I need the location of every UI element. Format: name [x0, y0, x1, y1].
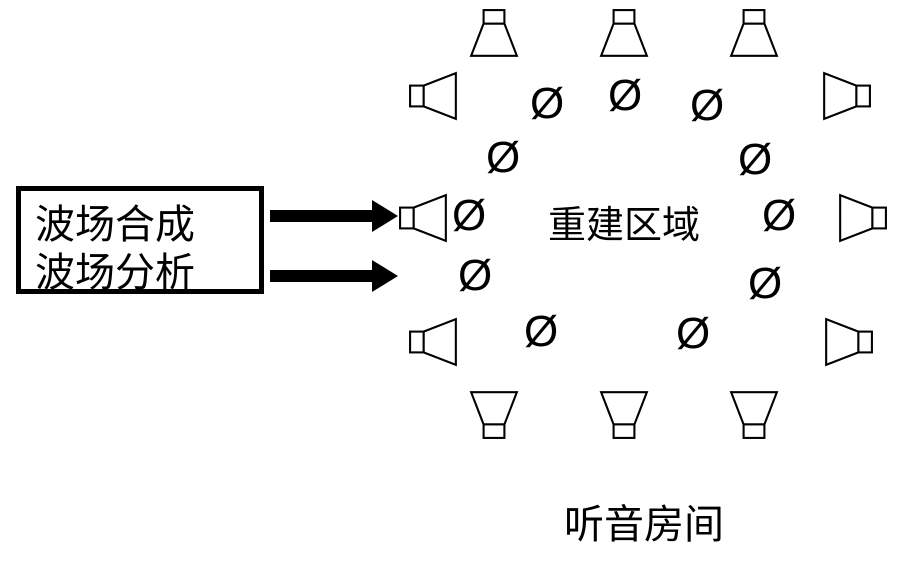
speaker-icon	[728, 388, 780, 440]
speaker-icon	[820, 70, 872, 122]
source-box: 波场合成波场分析	[16, 186, 264, 294]
arrow-2	[270, 266, 398, 286]
arrow-head	[372, 200, 398, 232]
microphone-icon: Ø	[762, 194, 796, 238]
microphone-icon: Ø	[676, 312, 710, 356]
label-listening-room: 听音房间	[564, 492, 724, 550]
arrow-shaft	[270, 210, 372, 222]
microphone-icon: Ø	[738, 138, 772, 182]
label-reconstruction-area: 重建区域	[548, 194, 700, 249]
microphone-icon: Ø	[530, 82, 564, 126]
speaker-icon	[408, 316, 460, 368]
speaker-icon	[398, 192, 450, 244]
microphone-icon: Ø	[608, 74, 642, 118]
microphone-icon: Ø	[524, 310, 558, 354]
diagram-canvas: 波场合成波场分析重建区域听音房间ØØØØØØØØØØØ	[0, 0, 913, 581]
arrow-shaft	[270, 270, 372, 282]
speaker-icon	[598, 8, 650, 60]
arrow-1	[270, 206, 398, 226]
arrow-head	[372, 260, 398, 292]
speaker-icon	[468, 8, 520, 60]
speaker-icon	[408, 70, 460, 122]
box-line-1: 波场合成	[35, 201, 245, 249]
microphone-icon: Ø	[486, 136, 520, 180]
speaker-icon	[598, 388, 650, 440]
speaker-icon	[836, 192, 888, 244]
microphone-icon: Ø	[748, 262, 782, 306]
microphone-icon: Ø	[690, 84, 724, 128]
microphone-icon: Ø	[452, 194, 486, 238]
box-line-2: 波场分析	[35, 249, 245, 297]
speaker-icon	[728, 8, 780, 60]
speaker-icon	[468, 388, 520, 440]
microphone-icon: Ø	[458, 254, 492, 298]
speaker-icon	[822, 316, 874, 368]
